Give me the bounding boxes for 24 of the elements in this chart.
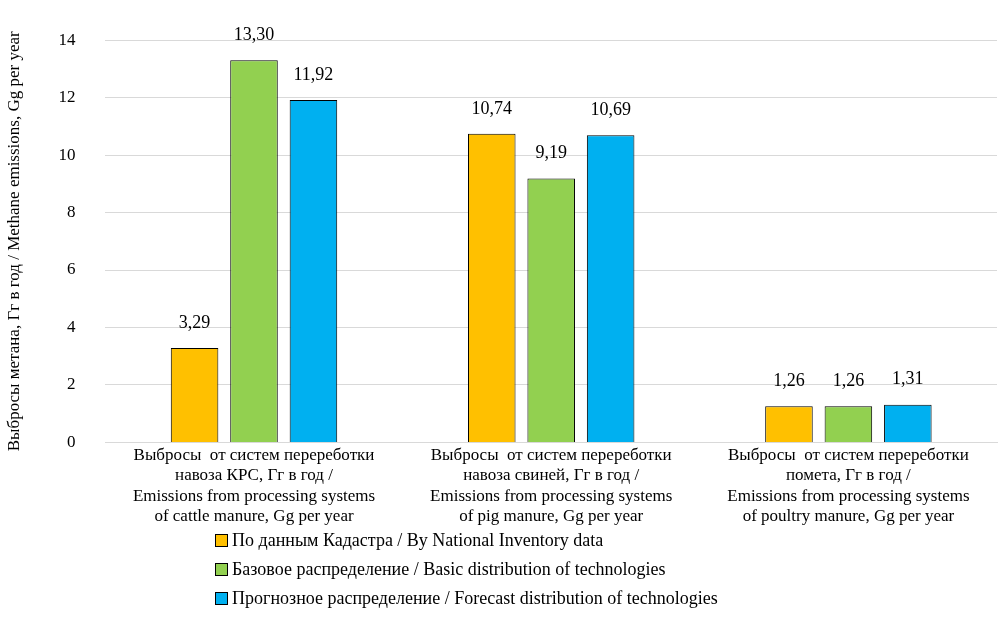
legend-label: Прогнозное распределение / Forecast distribution of technologies	[232, 588, 718, 609]
data-label: 1,26	[773, 369, 805, 390]
x-tick-label: Выбросы от систем перереботки навоза свиней, Гг в год / Emissions from processing systems of pig manure, Gg per year	[430, 445, 673, 526]
data-label: 13,30	[233, 24, 275, 45]
data-label: 9,19	[535, 142, 567, 163]
y-tick-label: 4	[66, 316, 76, 336]
data-label: 1,31	[892, 368, 924, 389]
x-tick-label: Выбросы от систем перереботки помета, Гг в год / Emissions from processing systems of poultry manure, Gg per year	[727, 445, 970, 526]
y-tick-label: 2	[66, 374, 76, 394]
data-label: 10,69	[590, 99, 631, 120]
data-label: 11,92	[293, 63, 334, 84]
data-label: 1,26	[832, 369, 865, 390]
data-label: 10,74	[471, 97, 513, 118]
data-label: 3,29	[178, 311, 211, 332]
legend-label: По данным Кадастра / By National Inventory data	[232, 530, 604, 551]
y-tick-label: 12	[58, 87, 76, 107]
y-tick-label: 14	[58, 29, 76, 49]
legend-label: Базовое распределение / Basic distribution of technologies	[232, 559, 666, 580]
y-tick-label: 8	[66, 202, 76, 222]
x-tick-label: Выбросы от систем перереботки навоза КРС, Гг в год / Emissions from processing systems of cattle manure, Gg per year	[132, 445, 376, 526]
y-tick-label: 10	[58, 144, 76, 164]
y-axis-title: Выбросы метана, Гг в год / Methane emissions, Gg per year	[3, 30, 23, 452]
y-tick-label: 0	[66, 431, 76, 451]
y-tick-label: 6	[66, 259, 76, 279]
